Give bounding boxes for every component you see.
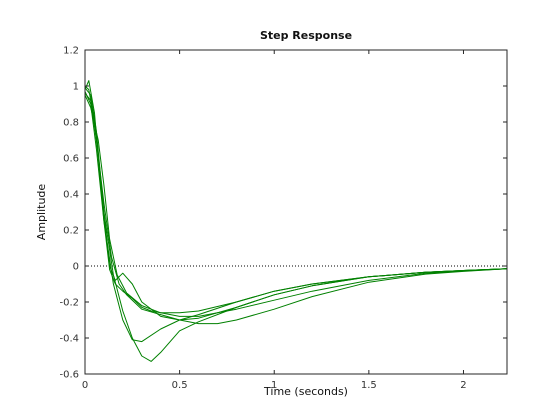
series-group: [84, 80, 508, 362]
y-tick-label: 0.8: [63, 118, 79, 129]
y-tick-label: 1: [73, 82, 79, 93]
x-ticks-group: 0 0.5 1 1.5 2: [82, 50, 467, 391]
y-tick-label: 0: [73, 262, 79, 273]
y-tick-label: 1.2: [63, 46, 79, 57]
x-tick-label: 2: [460, 380, 466, 391]
response-line-4: [84, 91, 508, 314]
y-ticks-group: -0.6 -0.4 -0.2 0 0.2 0.4 0.6 0.8 1 1.2: [59, 46, 507, 381]
y-tick-label: -0.6: [59, 370, 79, 381]
y-tick-label: 0.4: [63, 190, 79, 201]
response-line-5: [84, 92, 508, 325]
y-tick-label: 0.6: [63, 154, 79, 165]
y-axis-label: Amplitude: [35, 184, 48, 241]
x-tick-label: 1.5: [361, 380, 377, 391]
chart-title: Step Response: [260, 29, 352, 42]
x-axis-label: Time (seconds): [263, 385, 348, 398]
x-tick-label: 0: [82, 380, 88, 391]
plot-frame: [84, 49, 508, 375]
y-tick-label: -0.2: [59, 298, 79, 309]
response-line-6: [84, 94, 508, 317]
x-tick-label: 1: [271, 380, 277, 391]
plot-area: [85, 50, 507, 374]
x-tick-label: 0.5: [172, 380, 188, 391]
y-tick-label: -0.4: [59, 334, 79, 345]
y-tick-label: 0.2: [63, 226, 79, 237]
